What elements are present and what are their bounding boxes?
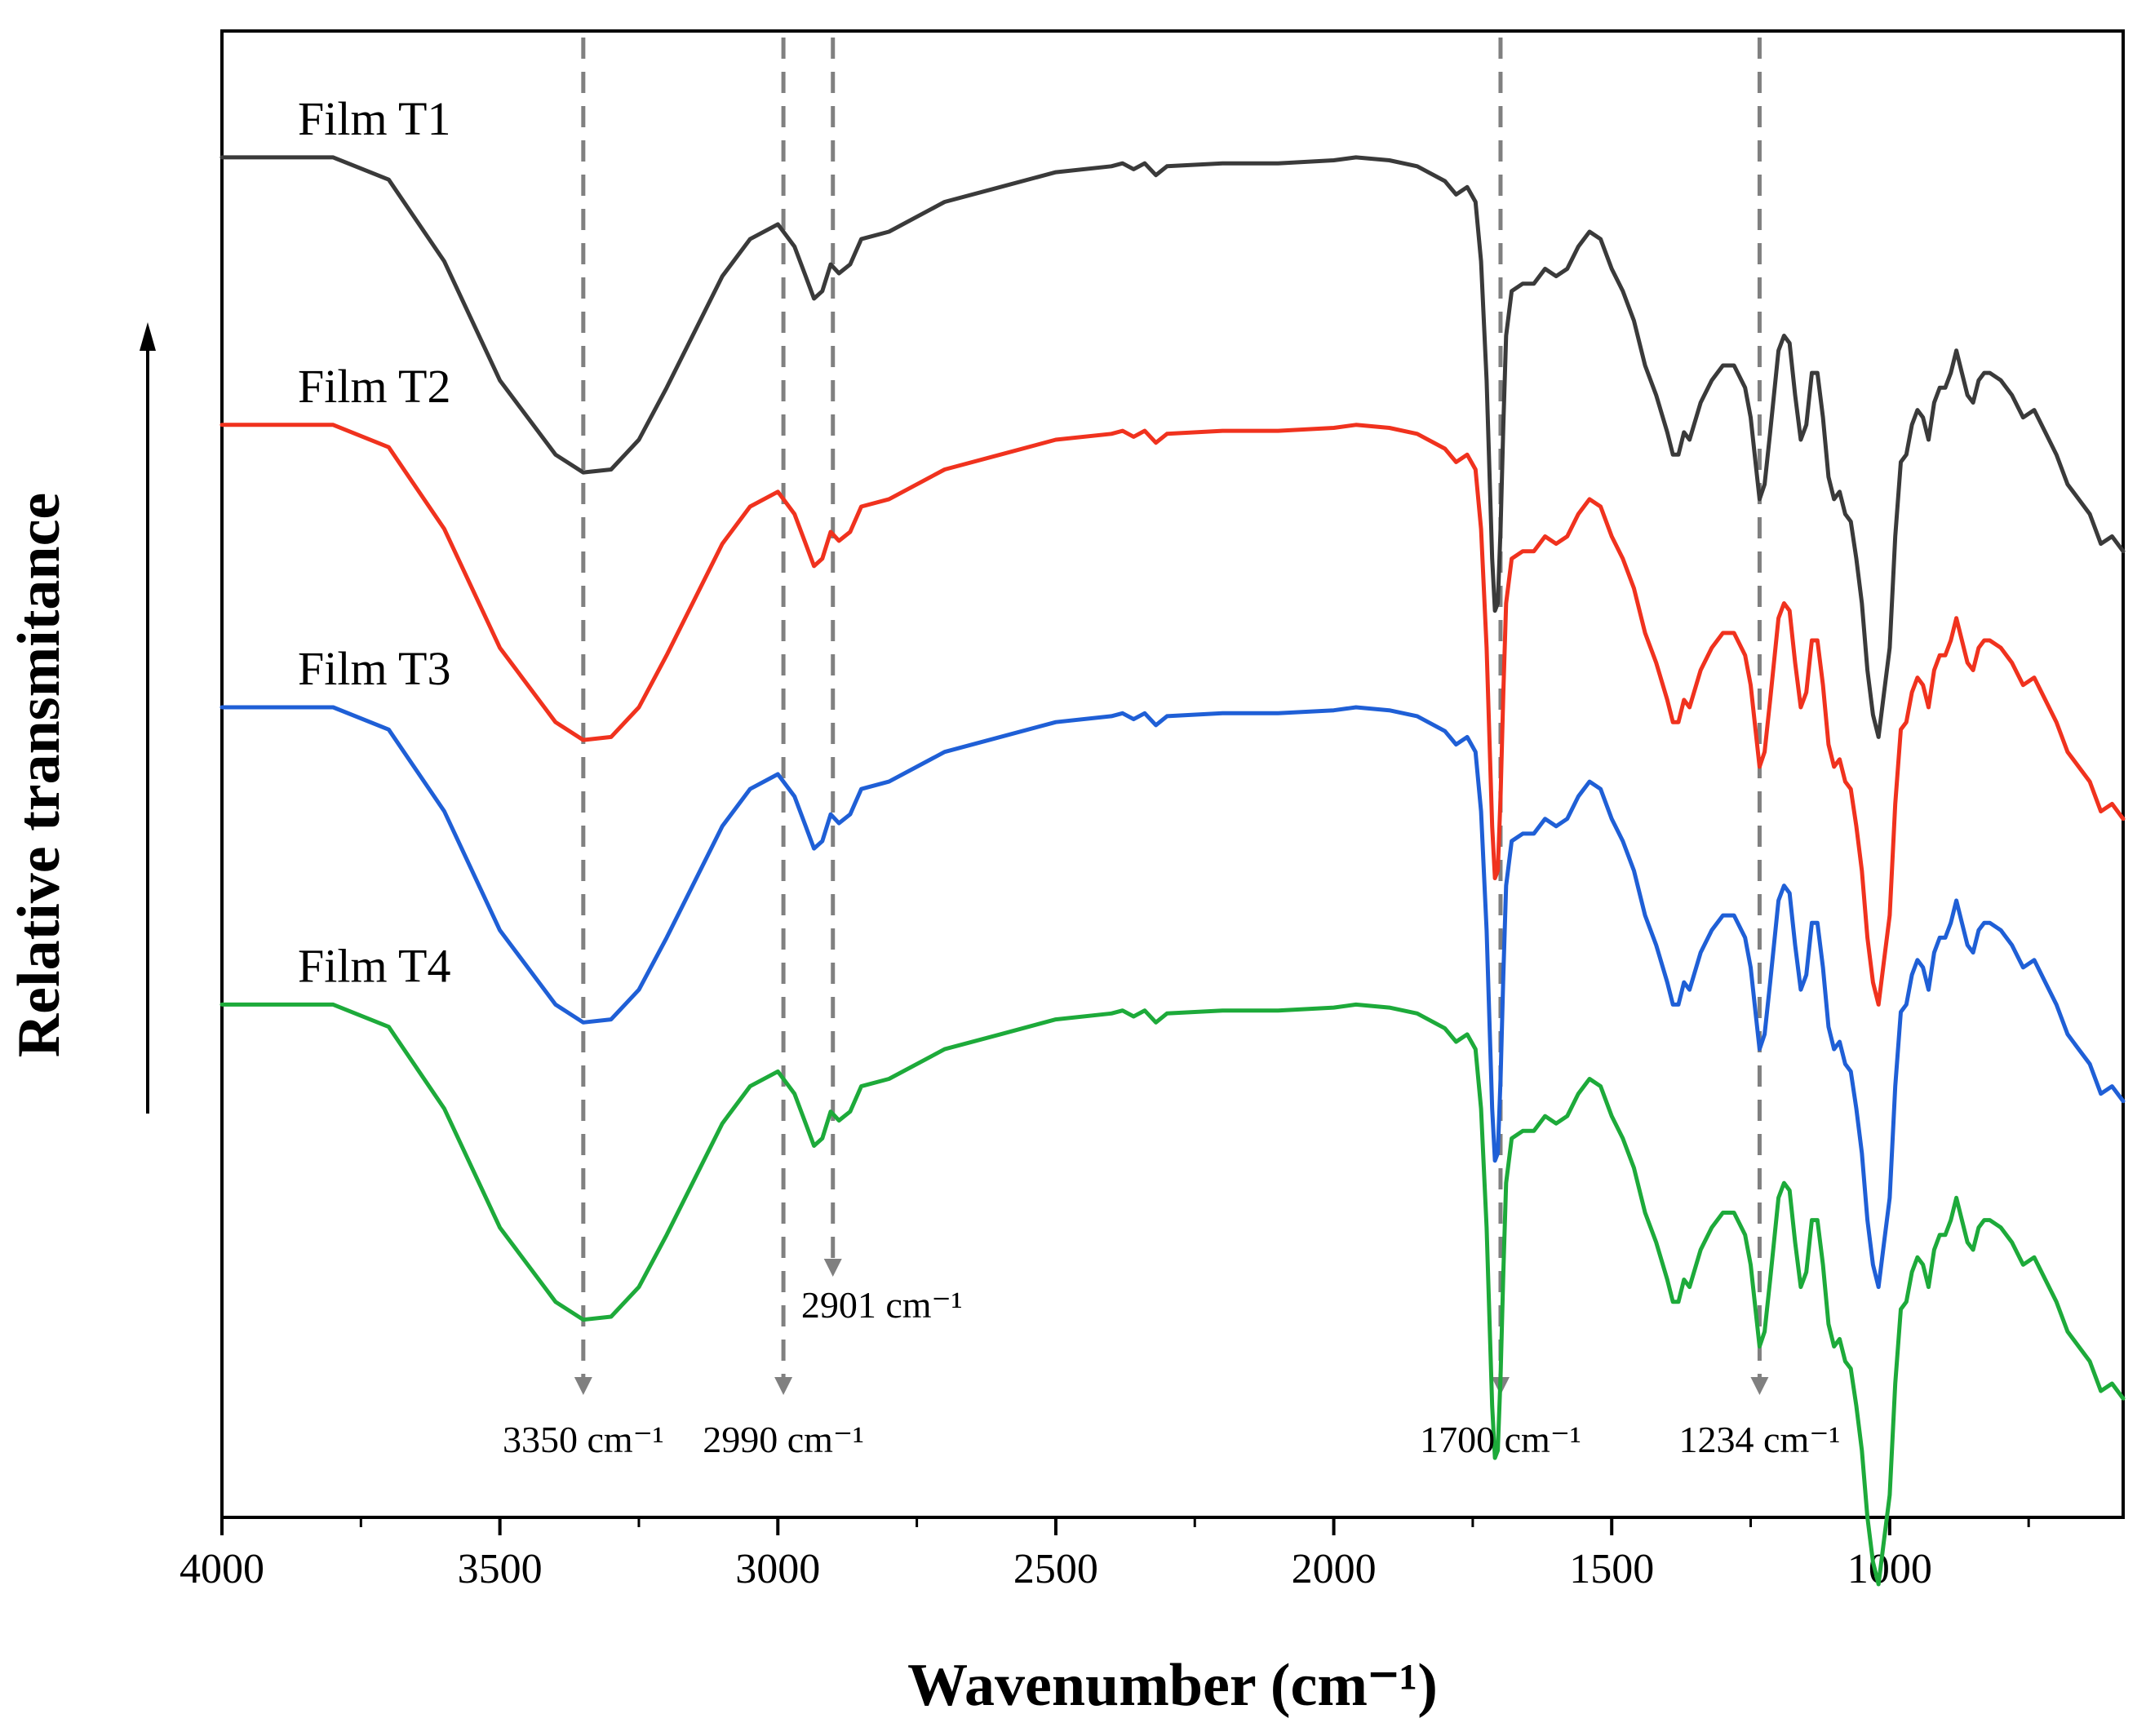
- x-axis-tick-labels: 4000 3500 3000 2500 2000 1500 1000: [180, 1546, 1932, 1592]
- annotation-label: 1234 cm⁻¹: [1679, 1419, 1841, 1460]
- series-label-3: Film T3: [298, 642, 450, 695]
- x-tick-label: 3000: [735, 1546, 820, 1592]
- x-tick-label: 2500: [1013, 1546, 1098, 1592]
- x-tick-label: 1500: [1569, 1546, 1654, 1592]
- annotation-label: 1700 cm⁻¹: [1420, 1419, 1581, 1460]
- annotation-arrow-icon: [1750, 1377, 1769, 1395]
- annotation-label: 2990 cm⁻¹: [703, 1419, 864, 1460]
- x-axis-ticks: [220, 1517, 2030, 1535]
- series-label-4: Film T4: [298, 939, 450, 992]
- y-axis-title: Relative transmitance: [6, 493, 73, 1058]
- annotation-arrow-icon: [823, 1259, 842, 1277]
- x-tick-label: 2000: [1292, 1546, 1377, 1592]
- series-line-3: [219, 705, 2126, 1290]
- y-direction-arrowhead-icon: [140, 322, 156, 351]
- annotation-label: 3350 cm⁻¹: [503, 1419, 664, 1460]
- plot-frame: [220, 29, 2125, 1519]
- annotation-lines: [574, 38, 1769, 1395]
- annotation-labels: 3350 cm⁻¹ 2990 cm⁻¹ 2901 cm⁻¹ 1700 cm⁻¹ 1234…: [503, 1284, 1840, 1460]
- annotation-label: 2901 cm⁻¹: [801, 1284, 963, 1326]
- series-line-2: [219, 423, 2126, 1007]
- series-lines: [219, 155, 2126, 1587]
- series-line-1: [219, 155, 2126, 739]
- series-line-4: [219, 1002, 2126, 1587]
- x-tick-label: 1000: [1847, 1546, 1932, 1592]
- series-label-1: Film T1: [298, 92, 450, 145]
- x-tick-label: 4000: [180, 1546, 264, 1592]
- x-axis-title: Wavenumber (cm⁻¹): [907, 1652, 1438, 1719]
- annotation-arrow-icon: [574, 1377, 592, 1395]
- series-label-2: Film T2: [298, 360, 450, 413]
- x-tick-label: 3500: [458, 1546, 543, 1592]
- annotation-arrow-icon: [774, 1377, 793, 1395]
- series-labels: Film T1 Film T2 Film T3 Film T4: [298, 92, 450, 993]
